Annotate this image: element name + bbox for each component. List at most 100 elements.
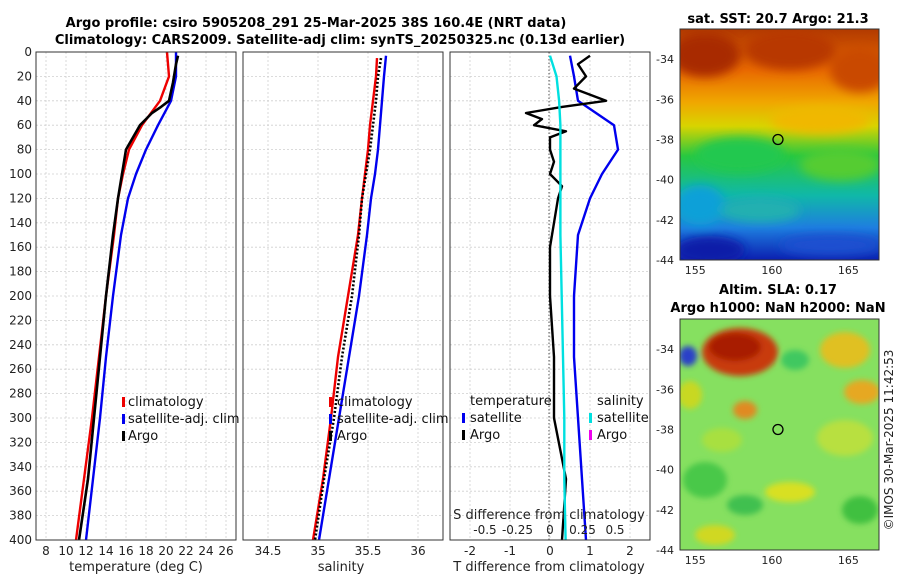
temperature-series <box>74 51 180 541</box>
x-tick-label: -1 <box>504 544 516 558</box>
temperature-axes-frame <box>35 51 237 541</box>
t-difference-tick-labels: -2 -1 0 1 2 <box>464 544 634 558</box>
salinity-panel: 34.5 35 35.5 36 salinity climatology satell… <box>242 51 449 575</box>
argo-location-marker <box>772 133 784 146</box>
difference-series <box>524 54 620 541</box>
depth-tick-label: 140 <box>9 216 32 230</box>
depth-tick-label: 220 <box>9 313 32 327</box>
lat-tick-label: -42 <box>656 214 674 227</box>
legend-label-temp-argo: Argo <box>470 428 500 443</box>
temperature-tick-labels: 8 10 12 14 16 18 20 22 24 26 <box>42 544 233 558</box>
legend-label-climatology: climatology <box>337 395 413 410</box>
x-tick-label: 18 <box>138 544 153 558</box>
figure-title-line1: Argo profile: csiro 5905208_291 25-Mar-2… <box>66 16 567 31</box>
x-tick-label: 20 <box>158 544 173 558</box>
series-line-temperature-satellite <box>568 55 620 541</box>
t-difference-axis-label: T difference from climatology <box>452 560 645 575</box>
legend-label-satellite: satellite-adj. clim <box>128 412 240 427</box>
x-tick-label: 0 <box>546 544 554 558</box>
salinity-grid <box>243 51 443 541</box>
sla-map-title2: Argo h1000: NaN h2000: NaN <box>670 301 885 316</box>
salinity-axis-label: salinity <box>318 560 365 575</box>
depth-tick-label: 40 <box>17 94 32 108</box>
x-tick-label: 14 <box>98 544 113 558</box>
depth-tick-label: 280 <box>9 387 32 401</box>
s-tick-label: -0.5 <box>473 523 496 537</box>
x-tick-label: 8 <box>42 544 50 558</box>
sla-map-frame <box>679 318 880 551</box>
x-tick-label: 35.5 <box>355 544 382 558</box>
legend-swatch-sal-argo <box>589 430 592 440</box>
argo-location-marker <box>772 423 784 436</box>
lat-tick-label: -38 <box>656 133 674 146</box>
series-line-salinity-satellite <box>548 55 567 541</box>
x-tick-label: 36 <box>410 544 425 558</box>
x-tick-label: 16 <box>118 544 133 558</box>
s-difference-tick-labels: -0.5 -0.25 0 0.25 0.5 <box>473 523 624 537</box>
series-line-argo <box>77 55 180 541</box>
legend-heading-temperature: temperature <box>470 394 552 409</box>
lat-tick-label: -34 <box>656 53 674 66</box>
x-tick-label: -2 <box>464 544 476 558</box>
lat-tick-label: -42 <box>656 504 674 517</box>
legend-swatch-climatology <box>329 397 332 407</box>
sst-lon-tick-labels: 155 160 165 <box>685 264 859 277</box>
legend-swatch-satellite <box>329 414 332 424</box>
difference-panel: -2 -1 0 1 2 -0.5 -0.25 0 0.25 0.5 S difference f… <box>449 51 651 575</box>
lon-tick-label: 155 <box>685 554 706 567</box>
lat-tick-label: -40 <box>656 464 674 477</box>
salinity-tick-labels: 34.5 35 35.5 36 <box>255 544 426 558</box>
imos-watermark: ©IMOS 30-Mar-2025 11:42:53 <box>882 350 896 531</box>
sst-map-title: sat. SST: 20.7 Argo: 21.3 <box>687 12 868 27</box>
lat-tick-label: -34 <box>656 343 674 356</box>
x-tick-label: 26 <box>218 544 233 558</box>
s-tick-label: 0 <box>546 523 554 537</box>
depth-tick-label: 120 <box>9 191 32 205</box>
series-line-argo <box>313 57 383 541</box>
salinity-legend: climatology satellite-adj. clim Argo <box>329 395 449 444</box>
lon-tick-label: 165 <box>838 264 859 277</box>
depth-tick-label: 160 <box>9 240 32 254</box>
legend-label-argo: Argo <box>128 429 158 444</box>
legend-swatch-argo <box>329 431 332 441</box>
temperature-legend: climatology satellite-adj. clim Argo <box>122 395 240 444</box>
depth-tick-label: 60 <box>17 118 32 132</box>
lat-tick-label: -40 <box>656 174 674 187</box>
x-tick-label: 35 <box>310 544 325 558</box>
figure-title-line2: Climatology: CARS2009. Satellite-adj cli… <box>55 33 625 48</box>
lat-tick-label: -44 <box>656 254 674 267</box>
depth-tick-label: 80 <box>17 143 32 157</box>
depth-tick-label: 380 <box>9 509 32 523</box>
x-tick-label: 22 <box>178 544 193 558</box>
sla-map: Altim. SLA: 0.17 Argo h1000: NaN h2000: … <box>656 283 886 567</box>
depth-tick-label: 180 <box>9 265 32 279</box>
sla-map-title1: Altim. SLA: 0.17 <box>719 283 837 298</box>
depth-tick-labels: 0 20 40 60 80 100 120 140 160 180 200 220 240 260 280 3… <box>9 45 32 547</box>
sla-lon-tick-labels: 155 160 165 <box>685 554 859 567</box>
legend-swatch-satellite <box>122 414 125 424</box>
lat-tick-label: -36 <box>656 383 674 396</box>
series-line-climatology <box>311 58 379 541</box>
sst-lat-tick-labels: -34 -36 -38 -40 -42 -44 <box>656 53 674 267</box>
lat-tick-label: -38 <box>656 423 674 436</box>
depth-tick-label: 0 <box>24 45 32 59</box>
sla-field <box>680 319 879 550</box>
sst-field <box>680 29 879 260</box>
lat-tick-label: -36 <box>656 93 674 106</box>
x-tick-label: 34.5 <box>255 544 282 558</box>
s-difference-axis-label: S difference from climatology <box>453 508 645 523</box>
sla-lat-tick-labels: -34 -36 -38 -40 -42 -44 <box>656 343 674 557</box>
legend-heading-salinity: salinity <box>597 394 644 409</box>
legend-label-temp-satellite: satellite <box>470 411 522 426</box>
lon-tick-label: 160 <box>761 554 782 567</box>
depth-tick-label: 200 <box>9 289 32 303</box>
depth-tick-label: 300 <box>9 411 32 425</box>
depth-tick-label: 360 <box>9 484 32 498</box>
salinity-axes-frame <box>242 51 444 541</box>
legend-swatch-temp-satellite <box>462 413 465 423</box>
depth-tick-label: 320 <box>9 435 32 449</box>
depth-tick-label: 240 <box>9 338 32 352</box>
depth-tick-label: 100 <box>9 167 32 181</box>
legend-label-sal-satellite: satellite <box>597 411 649 426</box>
legend-swatch-argo <box>122 431 125 441</box>
